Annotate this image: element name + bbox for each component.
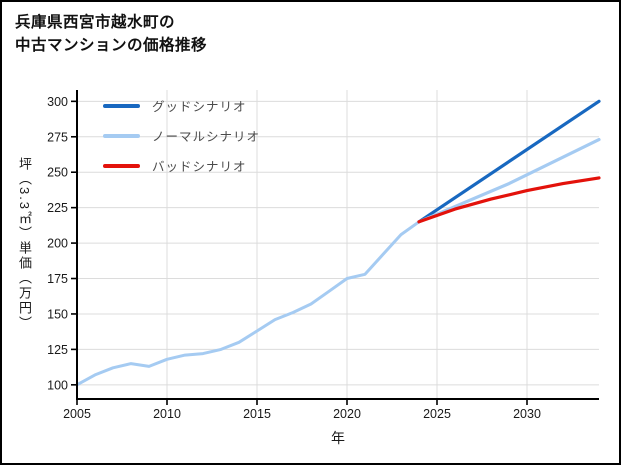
chart-legend: グッドシナリオ ノーマルシナリオ バッドシナリオ <box>103 95 260 176</box>
y-tick-label: 225 <box>47 201 68 215</box>
legend-item-bad: バッドシナリオ <box>103 155 260 176</box>
y-tick-label: 300 <box>47 95 68 109</box>
legend-label-normal: ノーマルシナリオ <box>152 130 261 144</box>
y-tick-label: 150 <box>47 307 68 321</box>
legend-swatch-bad <box>103 163 140 168</box>
chart-title-line1: 兵庫県西宮市越水町の <box>15 14 176 31</box>
legend-label-good: グッドシナリオ <box>152 100 247 114</box>
series-history-line <box>75 220 421 387</box>
series-normal-line <box>417 138 601 224</box>
legend-item-normal: ノーマルシナリオ <box>103 125 260 146</box>
series-good-line <box>417 99 601 224</box>
y-tick-label: 100 <box>47 378 68 392</box>
y-axis-label: 坪（3.3㎡）単価（万円） <box>17 156 32 332</box>
x-tick-label: 2010 <box>153 407 181 421</box>
x-tick-label: 2030 <box>513 407 541 421</box>
chart-title-line2: 中古マンションの価格推移 <box>15 37 208 55</box>
y-tick-label: 175 <box>47 272 68 286</box>
x-axis-label: 年 <box>331 430 345 446</box>
chart-title: 兵庫県西宮市越水町の 中古マンションの価格推移 <box>15 11 207 58</box>
series-bad-line <box>417 176 601 224</box>
y-tick-label: 125 <box>47 343 68 357</box>
legend-label-bad: バッドシナリオ <box>152 160 247 174</box>
y-tick-label: 250 <box>47 166 68 180</box>
legend-swatch-normal <box>103 133 140 138</box>
x-tick-label: 2020 <box>333 407 361 421</box>
x-tick-label: 2025 <box>423 407 451 421</box>
y-tick-label: 275 <box>47 130 68 144</box>
legend-item-good: グッドシナリオ <box>103 95 260 116</box>
y-tick-label: 200 <box>47 237 68 251</box>
x-tick-label: 2015 <box>243 407 271 421</box>
legend-swatch-good <box>103 103 140 108</box>
x-tick-label: 2005 <box>63 407 91 421</box>
